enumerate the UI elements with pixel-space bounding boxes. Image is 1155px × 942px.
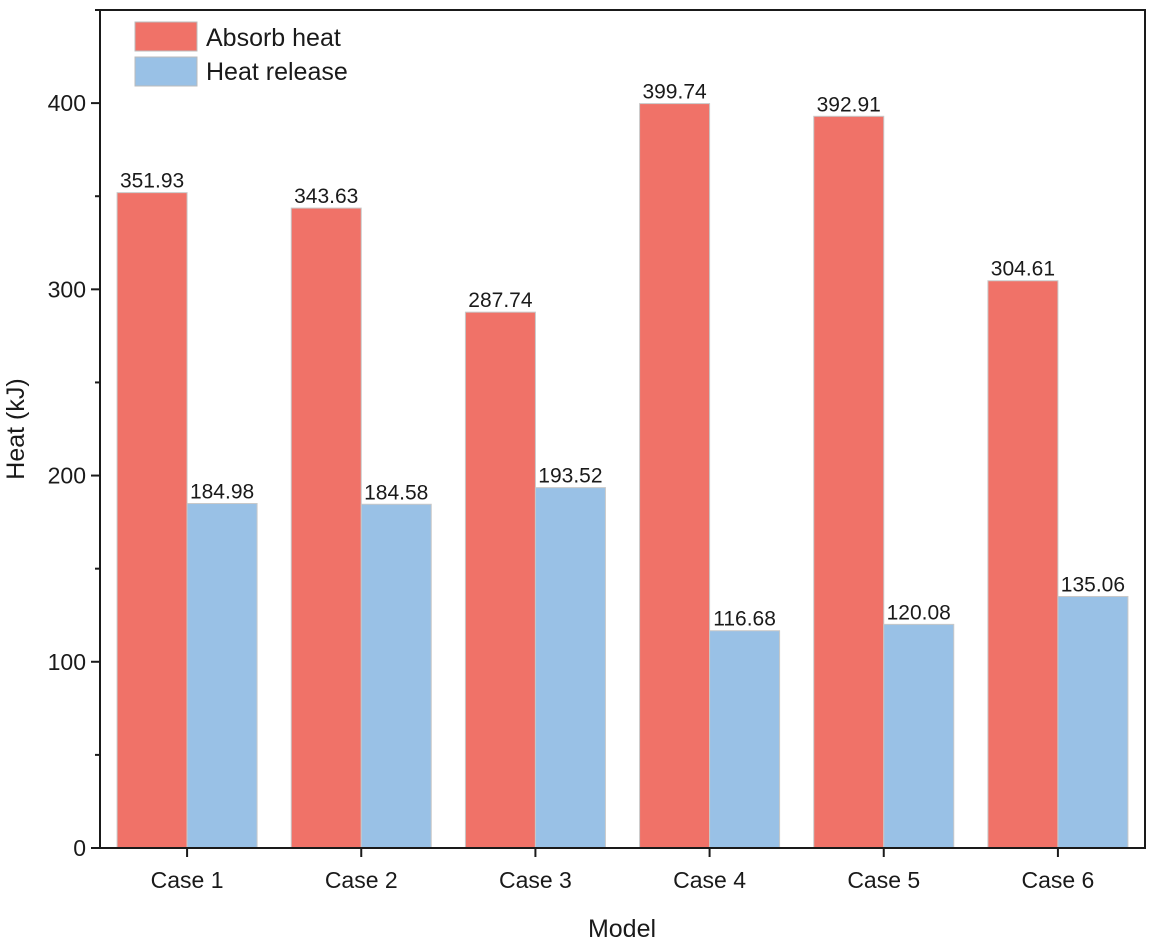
legend-swatch-absorb-heat: [134, 21, 198, 52]
data-label-absorb-heat-case-5: 392.91: [817, 93, 881, 116]
y-axis: 0 100 200 300 400: [48, 9, 100, 861]
bar-heat-release-case-1: [186, 503, 258, 849]
data-label-heat-release-case-5: 120.08: [887, 601, 951, 624]
y-tick-label-200: 200: [48, 463, 86, 489]
x-axis-title: Model: [588, 915, 656, 942]
bar-heat-release-case-3: [534, 487, 606, 849]
bar-heat-release-case-5: [883, 623, 955, 849]
bar-heat-release-case-4: [709, 630, 781, 849]
x-tick-label-case-2: Case 2: [325, 867, 398, 893]
x-tick-label-case-5: Case 5: [847, 867, 920, 893]
bar-heat-release-case-6: [1057, 595, 1129, 849]
data-label-heat-release-case-3: 193.52: [538, 465, 602, 488]
legend-label-absorb-heat: Absorb heat: [206, 24, 341, 52]
y-tick-label-400: 400: [48, 90, 86, 116]
data-label-heat-release-case-4: 116.68: [713, 608, 776, 631]
bar-absorb-heat-case-3: [464, 311, 536, 849]
x-tick-label-case-1: Case 1: [151, 867, 224, 893]
data-label-heat-release-case-6: 135.06: [1061, 573, 1125, 596]
data-label-absorb-heat-case-4: 399.74: [642, 81, 707, 104]
data-label-absorb-heat-case-1: 351.93: [120, 170, 184, 193]
x-tick-label-case-6: Case 6: [1021, 867, 1094, 893]
legend-label-heat-release: Heat release: [206, 58, 348, 86]
bar-absorb-heat-case-5: [813, 115, 885, 849]
y-tick-label-300: 300: [48, 276, 86, 302]
y-tick-label-100: 100: [48, 649, 86, 675]
data-label-heat-release-case-2: 184.58: [364, 481, 428, 504]
plot-frame: [99, 9, 1146, 849]
x-tick-label-case-4: Case 4: [673, 867, 746, 893]
y-axis-title: Heat (kJ): [2, 378, 30, 479]
bar-absorb-heat-case-4: [639, 103, 711, 849]
data-label-absorb-heat-case-2: 343.63: [294, 185, 358, 208]
y-tick-label-0: 0: [73, 835, 86, 861]
x-axis: Case 1 Case 2 Case 3 Case 4 Case 5 Case 6: [151, 848, 1094, 893]
data-label-heat-release-case-1: 184.98: [190, 481, 254, 504]
bar-heat-release-case-2: [360, 503, 432, 849]
legend-swatch-heat-release: [134, 56, 198, 87]
bars-layer: [116, 103, 1129, 849]
x-tick-label-case-3: Case 3: [499, 867, 572, 893]
data-label-absorb-heat-case-3: 287.74: [468, 289, 533, 312]
data-labels-layer: 351.93 184.98 343.63 184.58 287.74 193.52 399.…: [120, 81, 1125, 631]
bar-absorb-heat-case-2: [290, 207, 362, 849]
legend: Absorb heat Heat release: [134, 21, 348, 87]
bar-absorb-heat-case-1: [116, 192, 188, 849]
bar-absorb-heat-case-6: [987, 280, 1059, 849]
data-label-absorb-heat-case-6: 304.61: [991, 258, 1055, 281]
